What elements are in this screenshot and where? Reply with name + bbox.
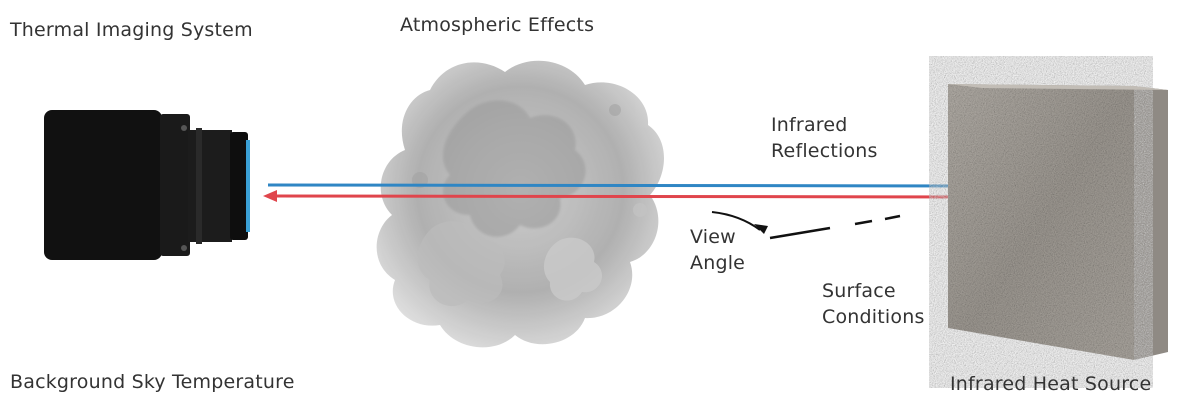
atmosphere-cloud-icon — [376, 60, 664, 348]
infrared-heat-source-label: Infrared Heat Source — [950, 373, 1152, 395]
thermal-camera-icon — [44, 110, 250, 260]
concrete-wall-icon — [948, 84, 1168, 360]
view-angle-label: View Angle — [690, 226, 746, 274]
infrared-reflections-label: Infrared Reflections — [771, 114, 878, 162]
reflected-infrared-beam — [263, 190, 1011, 202]
surface-conditions-label: Surface Conditions — [822, 280, 925, 328]
atmospheric-effects-label: Atmospheric Effects — [400, 14, 595, 36]
background-sky-temperature-label: Background Sky Temperature — [10, 371, 295, 393]
thermal-imaging-system-label: Thermal Imaging System — [10, 19, 253, 41]
